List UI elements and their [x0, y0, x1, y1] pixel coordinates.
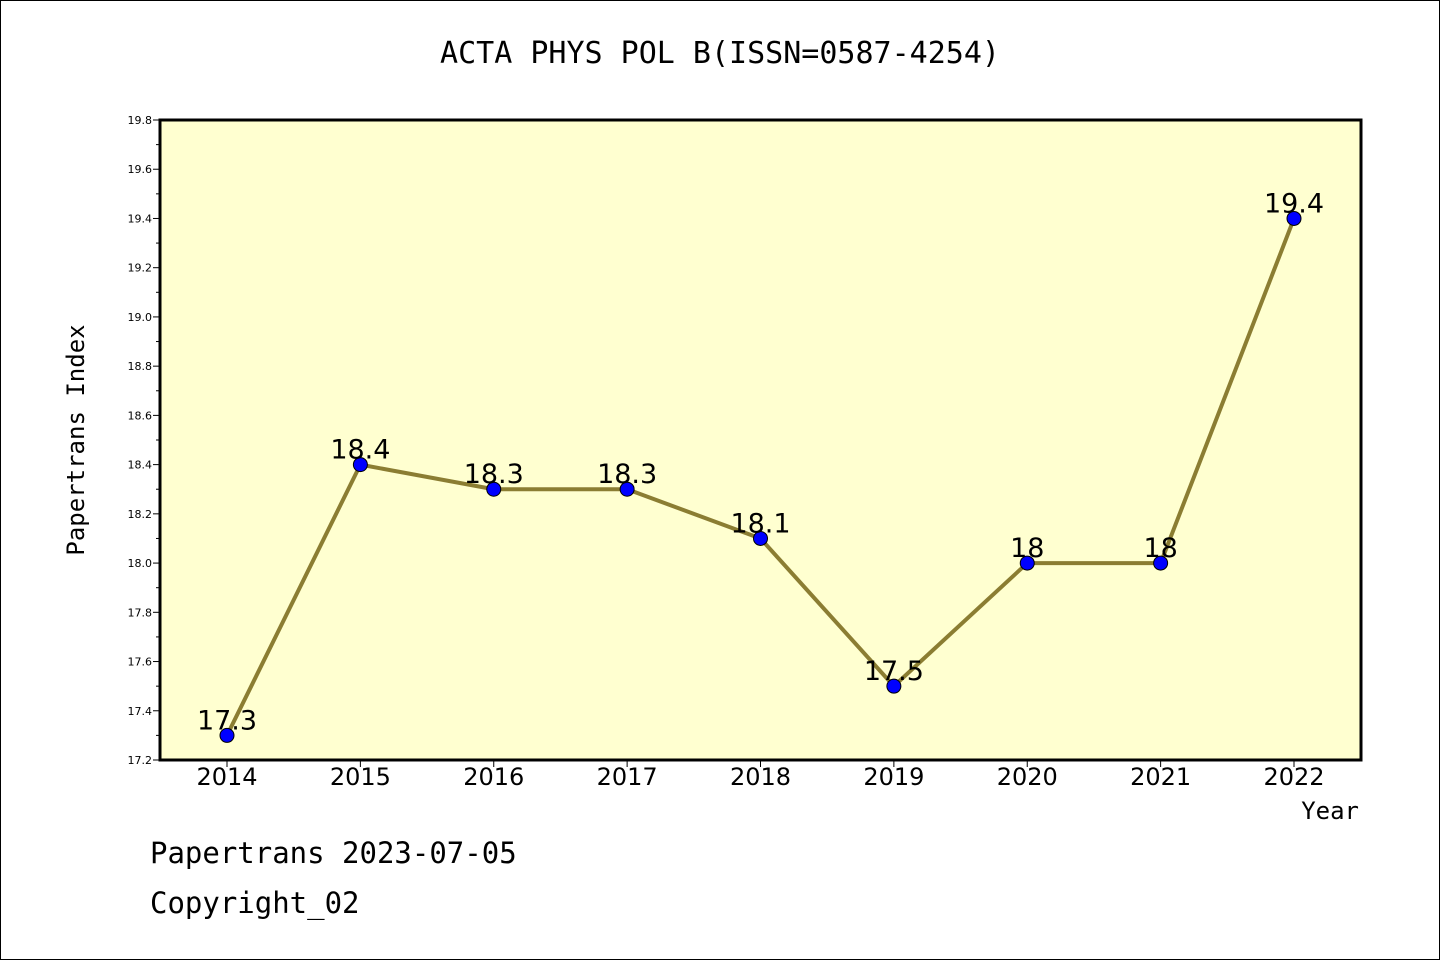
y-tick-label: 17.2: [128, 754, 153, 767]
series-group: [219, 210, 1302, 743]
x-tick-label: 2017: [597, 763, 658, 791]
data-label: 17.3: [197, 705, 257, 736]
y-tick-label: 17.8: [128, 606, 153, 619]
data-label: 18: [1010, 533, 1044, 564]
x-tick-label: 2020: [997, 763, 1058, 791]
plot-area: [160, 120, 1361, 760]
x-tick-label: 2015: [330, 763, 391, 791]
x-tick-label: 2021: [1130, 763, 1191, 791]
y-tick-label: 17.4: [128, 705, 153, 718]
x-tick-label: 2019: [863, 763, 924, 791]
data-label: 18.3: [597, 459, 657, 490]
data-label: 18: [1143, 533, 1177, 564]
data-point: [219, 727, 235, 743]
y-tick-label: 19.6: [128, 163, 153, 176]
data-label: 18.4: [330, 435, 390, 466]
data-point: [1019, 555, 1035, 571]
x-tick-label: 2018: [730, 763, 791, 791]
data-label: 18.1: [730, 508, 790, 539]
x-tick-label: 2022: [1263, 763, 1324, 791]
y-tick-label: 18.4: [128, 459, 153, 472]
data-point: [886, 678, 902, 694]
y-tick-label: 19.4: [128, 212, 153, 225]
y-tick-label: 18.8: [128, 360, 153, 373]
chart-title: ACTA PHYS POL B(ISSN=0587-4254): [440, 36, 1000, 71]
y-tick-label: 19.8: [128, 114, 153, 127]
data-point: [619, 481, 635, 497]
plot-border: [158, 118, 1363, 762]
x-axis: 2014 2015 2016 2017 2018 2019 2020 2021 2022: [196, 760, 1325, 791]
y-axis: 17.2 17.4 17.6 17.8 18.0 18.2 18.4 18.6 18.8 19.0…: [128, 114, 160, 767]
y-tick-label: 17.6: [128, 656, 153, 669]
data-label: 18.3: [464, 459, 524, 490]
y-tick-label: 18.2: [128, 508, 153, 521]
data-point: [1153, 555, 1169, 571]
data-point: [486, 481, 502, 497]
data-label: 17.5: [864, 656, 924, 687]
x-axis-label: Year: [1301, 797, 1359, 825]
y-axis-label: Papertrans Index: [62, 324, 90, 555]
footer-date: Papertrans 2023-07-05: [150, 836, 517, 870]
y-tick-label: 18.6: [128, 409, 153, 422]
y-tick-label: 18.0: [128, 557, 153, 570]
data-labels: 17.3 18.4 18.3 18.3 18.1 17.5 18 18 19.4: [197, 188, 1324, 736]
x-tick-label: 2014: [196, 763, 257, 791]
data-label: 19.4: [1264, 188, 1324, 219]
x-tick-label: 2016: [463, 763, 524, 791]
y-tick-label: 19.0: [128, 311, 153, 324]
footer-copyright: Copyright_02: [150, 886, 360, 920]
y-tick-label: 19.2: [128, 262, 153, 275]
data-point: [352, 457, 368, 473]
data-point: [753, 530, 768, 546]
data-point: [1286, 210, 1302, 226]
